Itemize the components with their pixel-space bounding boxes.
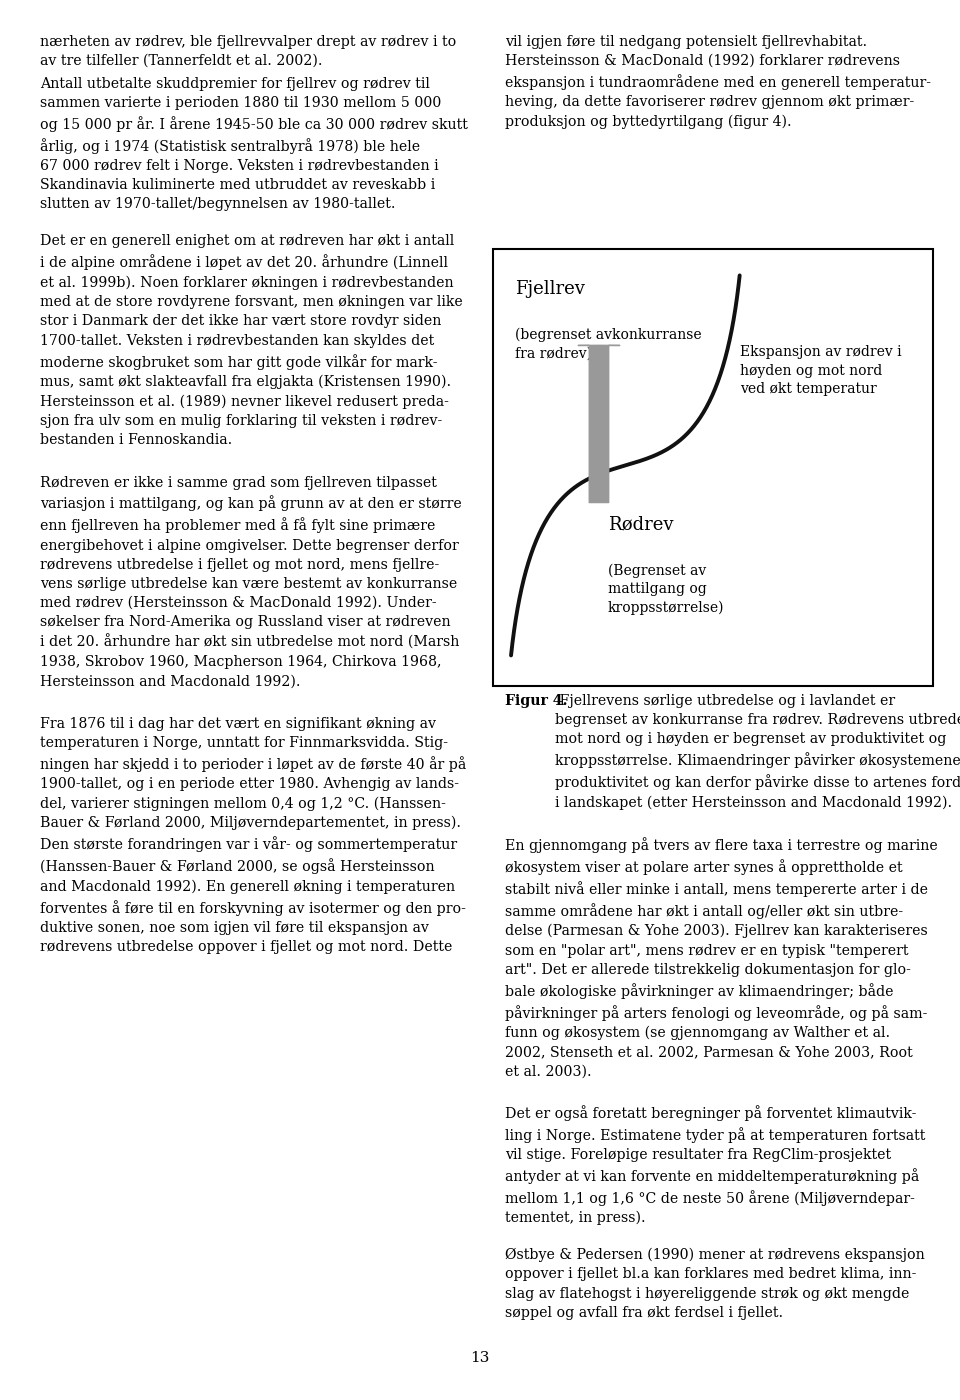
- Text: En gjennomgang på tvers av flere taxa i terrestre og marine
økosystem viser at p: En gjennomgang på tvers av flere taxa i …: [505, 837, 938, 1078]
- Text: Det er også foretatt beregninger på forventet klimautvik-
ling i Norge. Estimate: Det er også foretatt beregninger på forv…: [505, 1105, 925, 1225]
- Text: 13: 13: [470, 1351, 490, 1365]
- Text: Østbye & Pedersen (1990) mener at rødrevens ekspansjon
oppover i fjellet bl.a ka: Østbye & Pedersen (1990) mener at rødrev…: [505, 1247, 924, 1320]
- Text: Det er en generell enighet om at rødreven har økt i antall
i de alpine områdene : Det er en generell enighet om at rødreve…: [40, 234, 463, 448]
- Text: Fra 1876 til i dag har det vært en signifikant økning av
temperaturen i Norge, u: Fra 1876 til i dag har det vært en signi…: [40, 717, 467, 955]
- Text: vil igjen føre til nedgang potensielt fjellrevhabitat.
Hersteinsson & MacDonald : vil igjen føre til nedgang potensielt fj…: [505, 35, 931, 129]
- Text: Rødreven er ikke i samme grad som fjellreven tilpasset
variasjon i mattilgang, o: Rødreven er ikke i samme grad som fjellr…: [40, 476, 462, 689]
- Text: Fjellrev: Fjellrev: [516, 280, 586, 298]
- Text: Ekspansjon av rødrev i
høyden og mot nord
ved økt temperatur: Ekspansjon av rødrev i høyden og mot nor…: [739, 346, 901, 396]
- Text: Figur 4.: Figur 4.: [505, 694, 567, 708]
- Text: Antall utbetalte skuddpremier for fjellrev og rødrev til
sammen varierte i perio: Antall utbetalte skuddpremier for fjellr…: [40, 77, 468, 211]
- Text: (begrenset avkonkurranse
fra rødrev): (begrenset avkonkurranse fra rødrev): [516, 328, 702, 361]
- Text: Fjellrevens sørlige utbredelse og i lavlandet er
begrenset av konkurranse fra rø: Fjellrevens sørlige utbredelse og i lavl…: [555, 694, 960, 811]
- Text: (Begrenset av
mattilgang og
kroppsstørrelse): (Begrenset av mattilgang og kroppsstørre…: [608, 564, 724, 616]
- Bar: [493, 249, 933, 686]
- Text: nærheten av rødrev, ble fjellrevvalper drept av rødrev i to
av tre tilfeller (Ta: nærheten av rødrev, ble fjellrevvalper d…: [40, 35, 457, 69]
- Text: Rødrev: Rødrev: [608, 515, 673, 533]
